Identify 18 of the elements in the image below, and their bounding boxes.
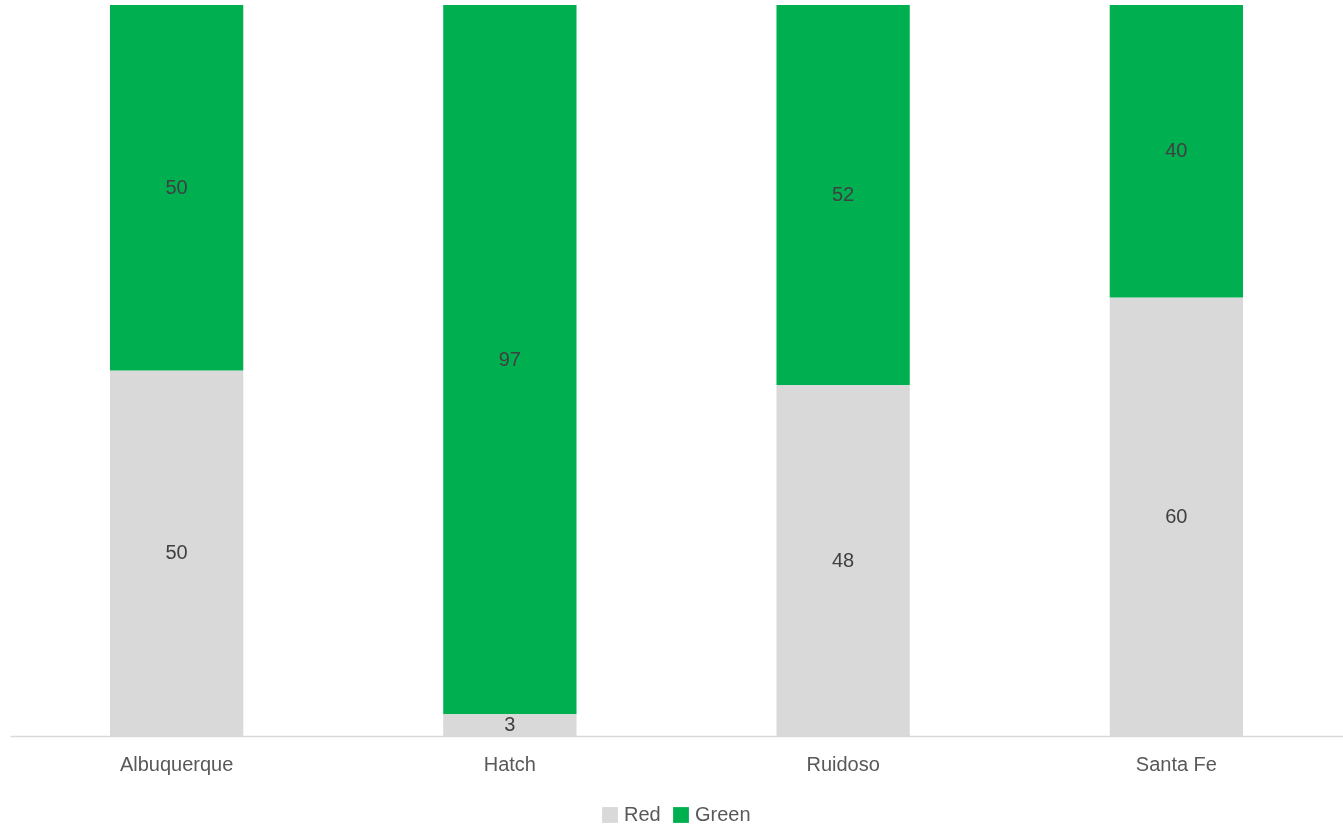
data-label: 52 bbox=[832, 183, 855, 206]
data-label: 50 bbox=[165, 175, 188, 198]
bar bbox=[776, 5, 910, 386]
x-tick-label: Santa Fe bbox=[1135, 752, 1217, 775]
data-label: 50 bbox=[165, 541, 188, 564]
bar bbox=[1109, 5, 1244, 298]
data-label: 3 bbox=[504, 713, 516, 736]
x-tick-label: Albuquerque bbox=[119, 752, 234, 775]
data-label: 48 bbox=[832, 548, 855, 571]
data-label: 40 bbox=[1165, 139, 1188, 162]
data-label: 97 bbox=[498, 347, 521, 370]
bar bbox=[109, 5, 244, 371]
data-label: 60 bbox=[1165, 504, 1188, 527]
bar bbox=[443, 5, 577, 715]
legend-label: Green bbox=[695, 803, 751, 825]
legend-label: Red bbox=[624, 803, 661, 825]
x-tick-label: Ruidoso bbox=[806, 752, 880, 775]
x-tick-label: Hatch bbox=[483, 752, 536, 775]
